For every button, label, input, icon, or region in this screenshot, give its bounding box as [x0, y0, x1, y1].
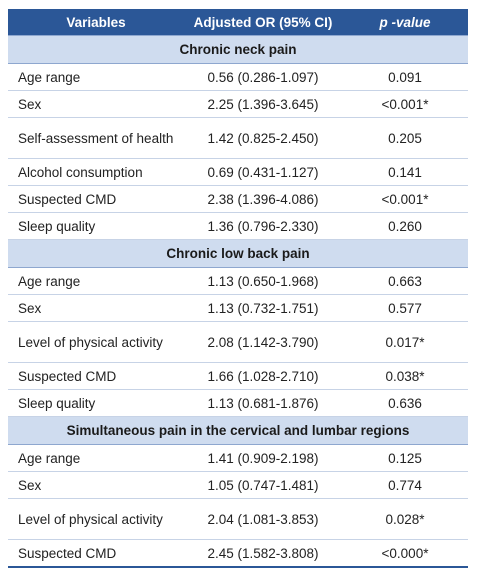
- cell-variable: Sex: [8, 471, 184, 499]
- cell-variable: Suspected CMD: [8, 185, 184, 213]
- cell-variable: Suspected CMD: [8, 539, 184, 568]
- cell-p-value: 0.774: [342, 471, 468, 499]
- cell-adjusted-or: 1.36 (0.796-2.330): [184, 212, 342, 240]
- section-title: Chronic neck pain: [8, 35, 468, 64]
- cell-adjusted-or: 0.56 (0.286-1.097): [184, 63, 342, 91]
- table-row: Age range 1.13 (0.650-1.968) 0.663: [8, 267, 468, 295]
- cell-variable: Sleep quality: [8, 389, 184, 417]
- cell-p-value: 0.028*: [342, 498, 468, 540]
- cell-p-value: 0.017*: [342, 321, 468, 363]
- header-p-value: p -value: [342, 9, 468, 36]
- section-header-row: Chronic neck pain: [8, 35, 468, 64]
- cell-adjusted-or: 1.41 (0.909-2.198): [184, 444, 342, 472]
- table-row: Sex 2.25 (1.396-3.645) <0.001*: [8, 90, 468, 118]
- section-title: Simultaneous pain in the cervical and lu…: [8, 416, 468, 445]
- cell-variable: Level of physical activity: [8, 321, 184, 363]
- cell-p-value: 0.663: [342, 267, 468, 295]
- header-variables: Variables: [8, 9, 184, 36]
- table-row: Level of physical activity 2.04 (1.081-3.…: [8, 498, 468, 540]
- table-body: Chronic neck pain Age range 0.56 (0.286-1.…: [8, 35, 468, 568]
- cell-p-value: 0.636: [342, 389, 468, 417]
- cell-p-value: 0.260: [342, 212, 468, 240]
- cell-adjusted-or: 1.66 (1.028-2.710): [184, 362, 342, 390]
- cell-p-value: 0.205: [342, 117, 468, 159]
- cell-variable: Sex: [8, 294, 184, 322]
- cell-adjusted-or: 2.38 (1.396-4.086): [184, 185, 342, 213]
- cell-variable: Self-assessment of health: [8, 117, 184, 159]
- table-row: Suspected CMD 2.45 (1.582-3.808) <0.000*: [8, 539, 468, 568]
- cell-p-value: 0.125: [342, 444, 468, 472]
- table-row: Age range 1.41 (0.909-2.198) 0.125: [8, 444, 468, 472]
- table-row: Level of physical activity 2.08 (1.142-3.…: [8, 321, 468, 363]
- table-row: Sleep quality 1.13 (0.681-1.876) 0.636: [8, 389, 468, 417]
- cell-p-value: 0.091: [342, 63, 468, 91]
- cell-p-value: 0.577: [342, 294, 468, 322]
- cell-adjusted-or: 1.13 (0.732-1.751): [184, 294, 342, 322]
- cell-p-value: 0.141: [342, 158, 468, 186]
- table-row: Sex 1.13 (0.732-1.751) 0.577: [8, 294, 468, 322]
- table-row: Sleep quality 1.36 (0.796-2.330) 0.260: [8, 212, 468, 240]
- header-adjusted-or: Adjusted OR (95% CI): [184, 9, 342, 36]
- table-row: Self-assessment of health 1.42 (0.825-2.4…: [8, 117, 468, 159]
- cell-variable: Age range: [8, 63, 184, 91]
- cell-adjusted-or: 2.45 (1.582-3.808): [184, 539, 342, 568]
- section-header-row: Chronic low back pain: [8, 239, 468, 268]
- cell-variable: Suspected CMD: [8, 362, 184, 390]
- cell-adjusted-or: 1.42 (0.825-2.450): [184, 117, 342, 159]
- cell-adjusted-or: 2.04 (1.081-3.853): [184, 498, 342, 540]
- cell-p-value: <0.001*: [342, 90, 468, 118]
- cell-p-value: <0.001*: [342, 185, 468, 213]
- table-row: Alcohol consumption 0.69 (0.431-1.127) 0.1…: [8, 158, 468, 186]
- section-header-row: Simultaneous pain in the cervical and lu…: [8, 416, 468, 445]
- cell-p-value: 0.038*: [342, 362, 468, 390]
- table-row: Age range 0.56 (0.286-1.097) 0.091: [8, 63, 468, 91]
- cell-variable: Alcohol consumption: [8, 158, 184, 186]
- cell-variable: Sex: [8, 90, 184, 118]
- cell-adjusted-or: 2.25 (1.396-3.645): [184, 90, 342, 118]
- cell-adjusted-or: 1.13 (0.681-1.876): [184, 389, 342, 417]
- cell-variable: Age range: [8, 444, 184, 472]
- cell-adjusted-or: 2.08 (1.142-3.790): [184, 321, 342, 363]
- odds-ratio-table: Variables Adjusted OR (95% CI) p -value …: [8, 9, 468, 568]
- table-row: Suspected CMD 2.38 (1.396-4.086) <0.001*: [8, 185, 468, 213]
- cell-variable: Level of physical activity: [8, 498, 184, 540]
- table-header-row: Variables Adjusted OR (95% CI) p -value: [8, 9, 468, 36]
- cell-adjusted-or: 1.13 (0.650-1.968): [184, 267, 342, 295]
- table-row: Sex 1.05 (0.747-1.481) 0.774: [8, 471, 468, 499]
- cell-variable: Sleep quality: [8, 212, 184, 240]
- cell-adjusted-or: 0.69 (0.431-1.127): [184, 158, 342, 186]
- section-title: Chronic low back pain: [8, 239, 468, 268]
- cell-adjusted-or: 1.05 (0.747-1.481): [184, 471, 342, 499]
- table-row: Suspected CMD 1.66 (1.028-2.710) 0.038*: [8, 362, 468, 390]
- cell-variable: Age range: [8, 267, 184, 295]
- cell-p-value: <0.000*: [342, 539, 468, 568]
